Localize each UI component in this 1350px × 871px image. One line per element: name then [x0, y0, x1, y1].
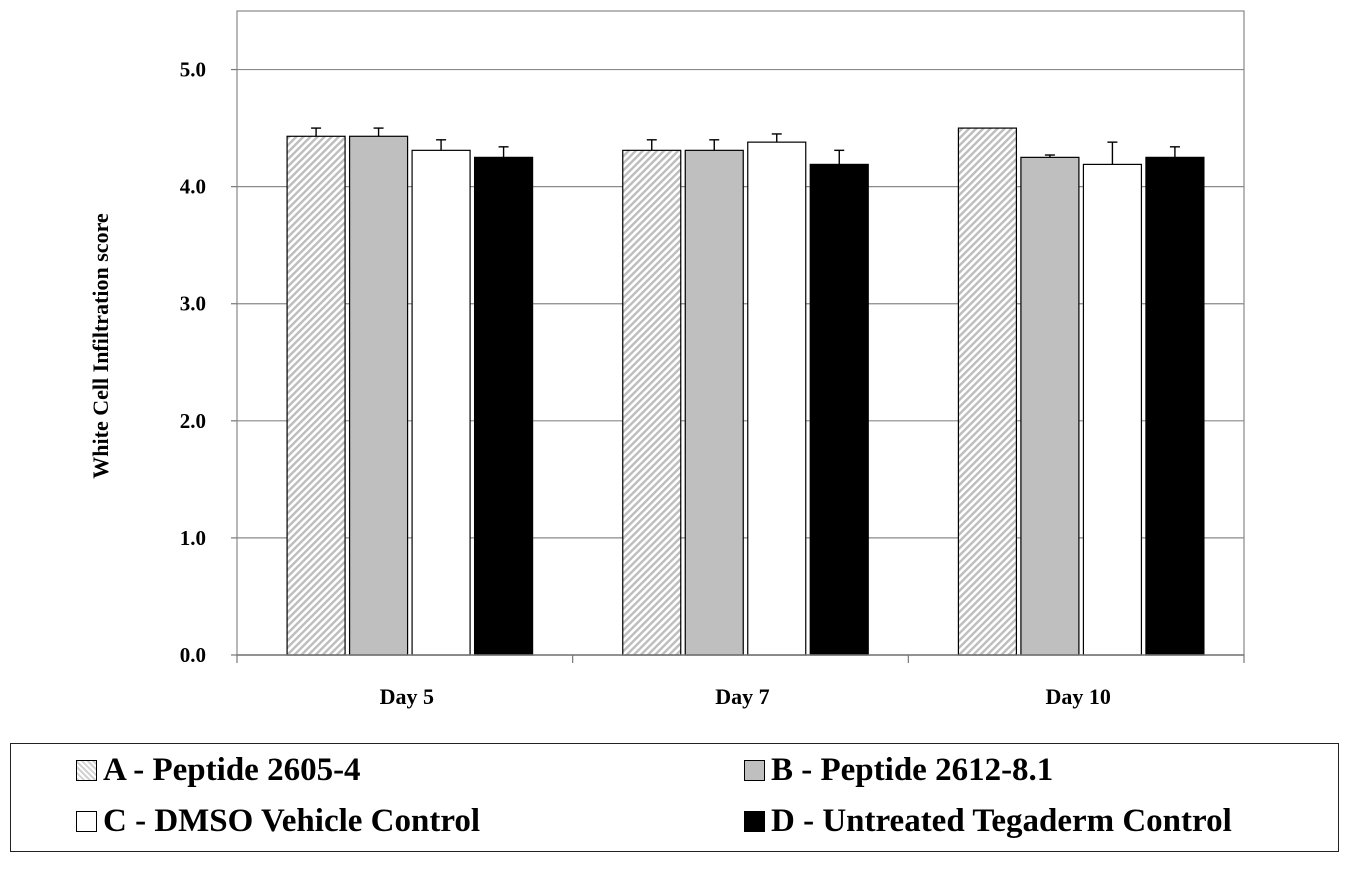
legend-item-c: C - DMSO Vehicle Control — [76, 803, 480, 840]
y-tick-label: 5.0 — [180, 58, 206, 82]
bar — [957, 127, 1018, 656]
y-tick-label: 3.0 — [180, 292, 206, 316]
y-tick-label: 0.0 — [180, 643, 206, 667]
bar — [684, 149, 744, 656]
bar — [411, 149, 471, 656]
x-tick-label: Day 10 — [1045, 684, 1110, 709]
gray-swatch-icon — [744, 760, 765, 781]
legend-label-c: C - DMSO Vehicle Control — [103, 803, 481, 839]
bar — [348, 135, 409, 656]
bar — [1082, 163, 1143, 656]
x-tick-label: Day 7 — [715, 684, 769, 709]
y-tick-label: 2.0 — [180, 409, 206, 433]
legend: A - Peptide 2605-4 B - Peptide 2612-8.1 … — [10, 743, 1339, 852]
legend-item-a: A - Peptide 2605-4 — [76, 752, 361, 789]
legend-item-b: B - Peptide 2612-8.1 — [744, 752, 1053, 789]
bar — [622, 149, 682, 656]
hatch-swatch-icon — [76, 760, 97, 781]
bar — [1020, 156, 1080, 656]
legend-label-d: D - Untreated Tegaderm Control — [771, 803, 1232, 839]
y-tick-label: 4.0 — [180, 175, 206, 199]
bar — [286, 135, 346, 656]
legend-label-a: A - Peptide 2605-4 — [103, 752, 361, 788]
bar — [809, 163, 869, 656]
y-tick-label: 1.0 — [180, 526, 206, 550]
white-swatch-icon — [76, 811, 97, 832]
black-swatch-icon — [744, 811, 765, 832]
bar — [747, 141, 807, 656]
x-tick-label: Day 5 — [380, 684, 434, 709]
bar-chart: 0.0 1.0 2.0 3.0 4.0 5.0 Day 5 Day 7 Day 10 White… — [88, 10, 1245, 709]
legend-item-d: D - Untreated Tegaderm Control — [744, 803, 1232, 840]
legend-label-b: B - Peptide 2612-8.1 — [771, 752, 1054, 788]
y-axis-label: White Cell Infiltration score — [88, 213, 113, 479]
bar — [473, 156, 534, 656]
bar — [1145, 156, 1205, 656]
